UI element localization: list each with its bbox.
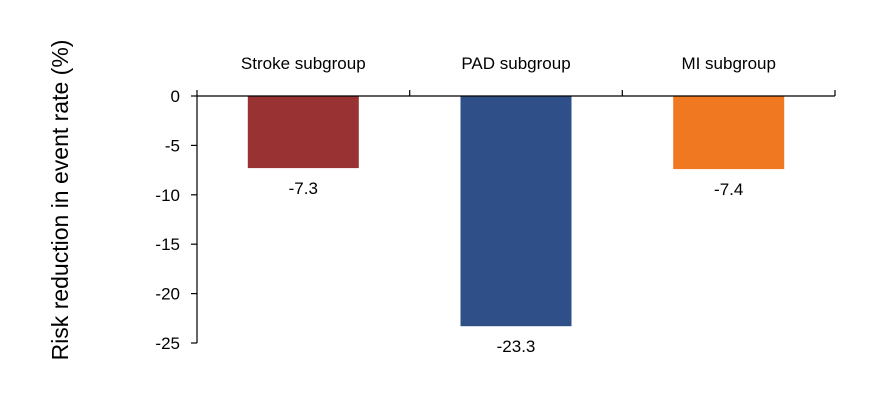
plot-area: -7.3 Stroke subgroup -23.3 PAD subgroup -7.4… <box>155 54 836 356</box>
category-label-0: Stroke subgroup <box>241 54 366 73</box>
y-tick-label-1: -5 <box>165 136 180 155</box>
y-tick-label-5: -25 <box>155 334 180 353</box>
y-tick-label-3: -15 <box>155 235 180 254</box>
category-label-2: MI subgroup <box>681 54 776 73</box>
data-label-2: -7.4 <box>714 180 743 199</box>
bar-1 <box>460 96 572 327</box>
bar-0 <box>247 96 359 169</box>
y-axis-title: Risk reduction in event rate (%) <box>47 40 73 361</box>
y-axis-title-group: Risk reduction in event rate (%) <box>47 40 73 361</box>
bar-2 <box>673 96 785 170</box>
data-label-1: -23.3 <box>497 337 536 356</box>
data-label-0: -7.3 <box>289 179 318 198</box>
category-label-1: PAD subgroup <box>461 54 570 73</box>
y-tick-label-0: 0 <box>171 87 180 106</box>
y-tick-label-4: -20 <box>155 285 180 304</box>
y-tick-label-2: -10 <box>155 186 180 205</box>
